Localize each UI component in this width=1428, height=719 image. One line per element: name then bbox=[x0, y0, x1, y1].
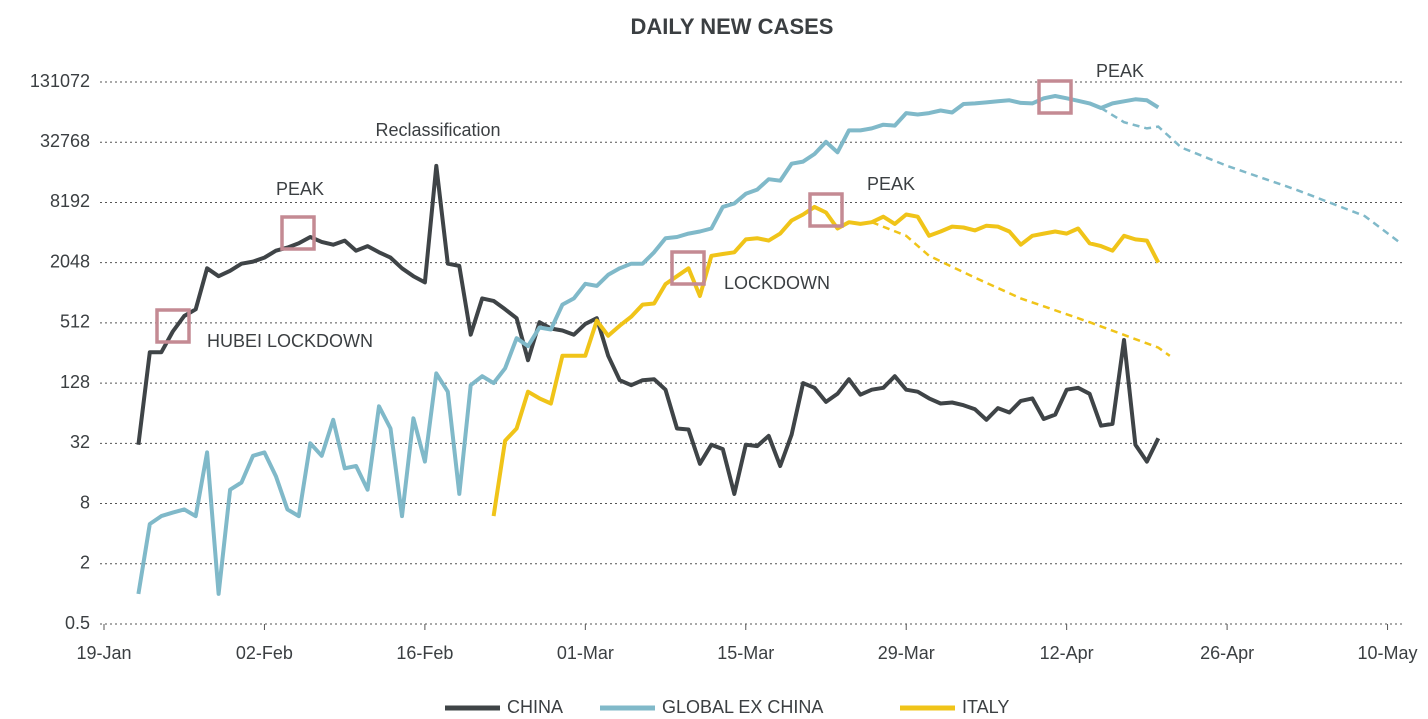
series-line bbox=[491, 204, 1161, 517]
highlight-box bbox=[155, 308, 191, 344]
legend-label: ITALY bbox=[962, 697, 1009, 717]
x-tick-label: 16-Feb bbox=[396, 643, 453, 663]
highlight-box bbox=[808, 192, 844, 228]
projection-line bbox=[1100, 106, 1400, 243]
x-tick-label: 01-Mar bbox=[557, 643, 614, 663]
annotation: LOCKDOWN bbox=[724, 273, 830, 293]
annotation: PEAK bbox=[867, 174, 915, 194]
y-tick-label: 8 bbox=[80, 492, 90, 512]
y-tick-label: 131072 bbox=[30, 71, 90, 91]
annotation: HUBEI LOCKDOWN bbox=[207, 331, 373, 351]
y-tick-label: 512 bbox=[60, 312, 90, 332]
legend-label: CHINA bbox=[507, 697, 563, 717]
highlight-box bbox=[670, 250, 706, 286]
x-tick-label: 12-Apr bbox=[1040, 643, 1094, 663]
legend-label: GLOBAL EX CHINA bbox=[662, 697, 823, 717]
chart-title: DAILY NEW CASES bbox=[631, 14, 834, 39]
x-tick-label: 15-Mar bbox=[717, 643, 774, 663]
annotation: PEAK bbox=[1096, 61, 1144, 81]
x-tick-label: 26-Apr bbox=[1200, 643, 1254, 663]
highlight-box bbox=[1037, 79, 1073, 115]
projection-line bbox=[871, 221, 1171, 357]
y-tick-label: 128 bbox=[60, 372, 90, 392]
annotation: PEAK bbox=[276, 179, 324, 199]
y-tick-label: 2 bbox=[80, 553, 90, 573]
x-tick-label: 29-Mar bbox=[878, 643, 935, 663]
y-tick-label: 32768 bbox=[40, 131, 90, 151]
y-tick-label: 2048 bbox=[50, 251, 90, 271]
series-line bbox=[136, 163, 1161, 496]
y-tick-label: 8192 bbox=[50, 191, 90, 211]
x-tick-label: 10-May bbox=[1358, 643, 1418, 663]
x-tick-label: 19-Jan bbox=[76, 643, 131, 663]
highlight-box bbox=[280, 215, 316, 251]
series-line bbox=[136, 94, 1160, 596]
x-tick-label: 02-Feb bbox=[236, 643, 293, 663]
y-tick-label: 0.5 bbox=[65, 613, 90, 633]
y-tick-label: 32 bbox=[70, 432, 90, 452]
annotation: Reclassification bbox=[375, 120, 500, 140]
